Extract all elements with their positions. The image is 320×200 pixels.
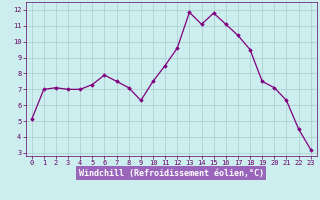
X-axis label: Windchill (Refroidissement éolien,°C): Windchill (Refroidissement éolien,°C) [79, 169, 264, 178]
